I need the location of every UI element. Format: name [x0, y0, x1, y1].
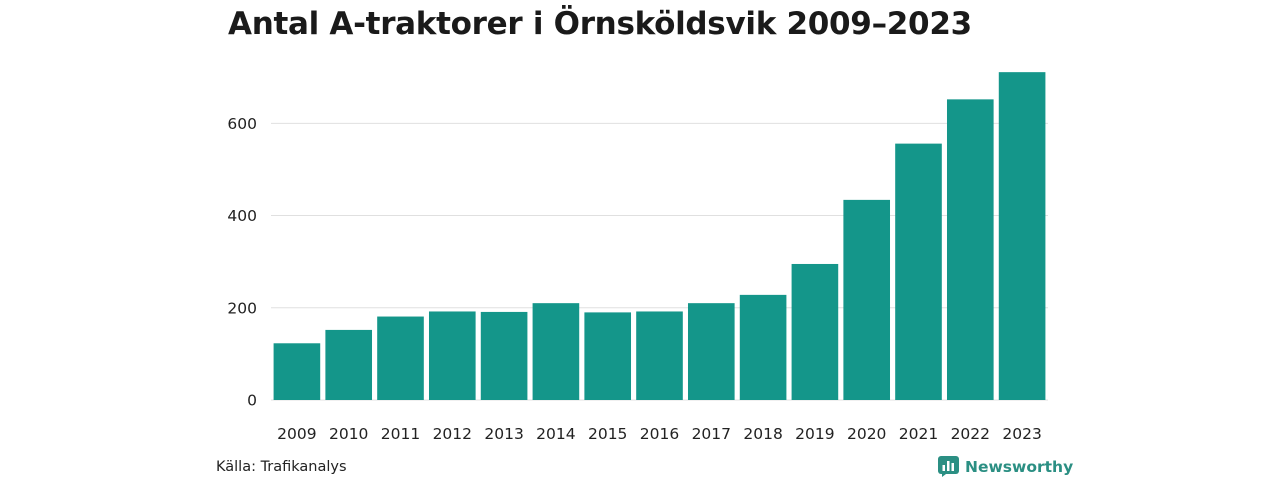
x-tick-label: 2020 [847, 425, 886, 443]
brand-name: Newsworthy [965, 457, 1074, 476]
bar-2021 [895, 143, 942, 400]
y-axis-ticks: 0 200 400 600 [227, 115, 257, 410]
x-tick-label: 2023 [1002, 425, 1041, 443]
x-tick-label: 2021 [899, 425, 938, 443]
chart-title: Antal A-traktorer i Örnsköldsvik 2009–20… [228, 6, 972, 42]
bar-2018 [739, 294, 787, 400]
x-tick-label: 2017 [692, 425, 731, 443]
bar-2012 [428, 311, 476, 400]
bar-2013 [480, 311, 528, 400]
x-tick-label: 2010 [329, 425, 368, 443]
bar-2014 [532, 303, 580, 400]
bar-2011 [377, 316, 424, 400]
x-tick-label: 2016 [640, 425, 679, 443]
x-axis-ticks: 2009 2010 2011 2012 2013 2014 2015 2016 2017 2018… [277, 425, 1042, 443]
bar-2020 [843, 199, 891, 400]
bar-2015 [584, 312, 632, 400]
x-tick-label: 2022 [951, 425, 990, 443]
bar-2010 [325, 329, 373, 400]
brand: Newsworthy [938, 456, 1073, 477]
bar-2023 [998, 72, 1046, 401]
x-tick-label: 2011 [381, 425, 420, 443]
bar-2009 [273, 343, 321, 400]
y-tick-label: 200 [227, 299, 257, 317]
x-tick-label: 2013 [484, 425, 523, 443]
bar-2016 [636, 311, 683, 400]
source-note: Källa: Trafikanalys [216, 459, 347, 475]
bar-2019 [791, 263, 839, 400]
x-tick-label: 2018 [743, 425, 782, 443]
x-tick-label: 2019 [795, 425, 834, 443]
bars [273, 72, 1046, 401]
y-tick-label: 400 [227, 207, 257, 225]
x-tick-label: 2014 [536, 425, 575, 443]
bar-2022 [946, 99, 994, 400]
x-tick-label: 2012 [433, 425, 472, 443]
x-tick-label: 2009 [277, 425, 316, 443]
x-tick-label: 2015 [588, 425, 627, 443]
y-tick-label: 0 [247, 392, 257, 410]
bar-2017 [687, 303, 735, 400]
newsworthy-logo-icon [938, 456, 959, 477]
y-tick-label: 600 [227, 115, 257, 133]
